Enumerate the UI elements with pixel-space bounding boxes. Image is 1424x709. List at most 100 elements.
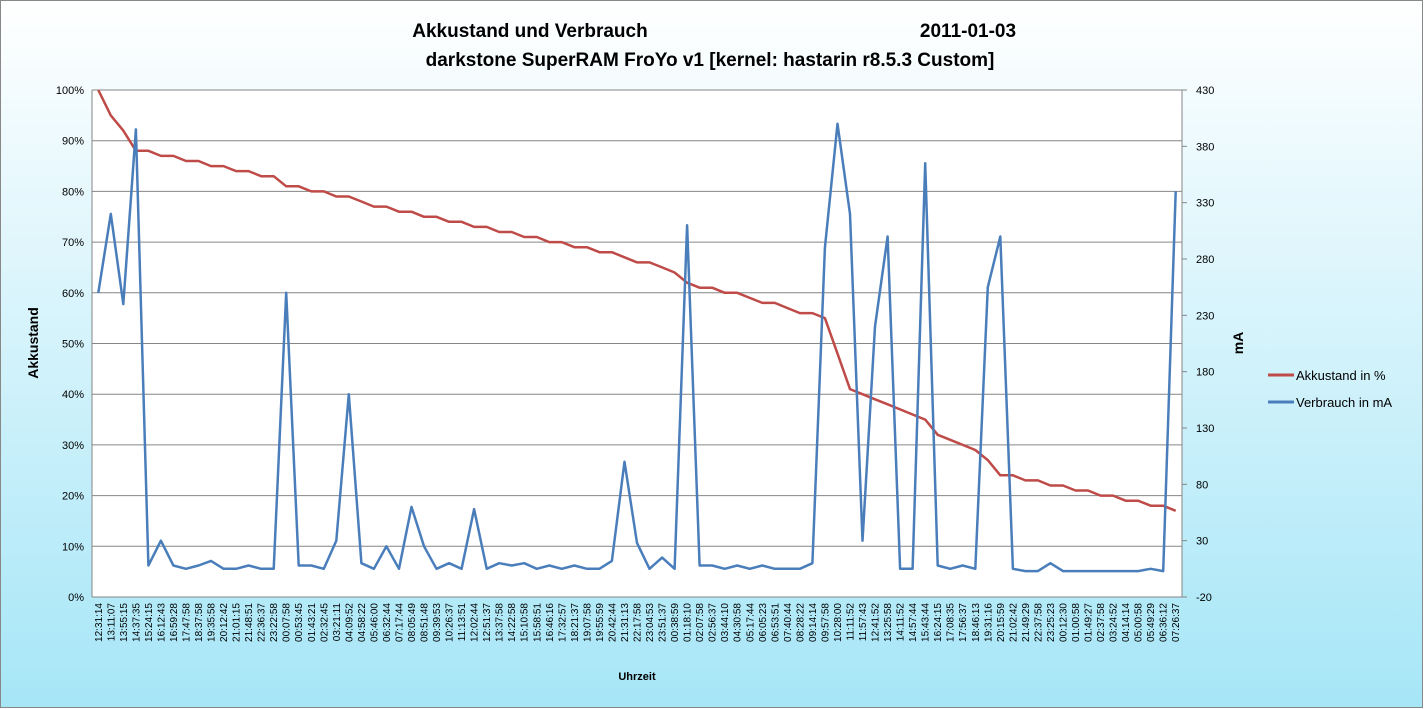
line-series <box>97 89 1177 512</box>
x-tick-label: 06:53:51 <box>770 603 781 642</box>
x-tick-label: 20:12:42 <box>219 603 230 642</box>
x-tick-label: 06:36:12 <box>1159 603 1170 642</box>
x-tick-label: 03:21:11 <box>332 603 343 642</box>
x-tick-label: 02:56:37 <box>708 603 719 642</box>
y-tick-label: 40% <box>62 389 84 401</box>
x-tick-label: 15:58:51 <box>532 603 543 642</box>
y2-tick-label: 430 <box>1196 85 1214 97</box>
x-tick-label: 09:14:14 <box>808 603 819 642</box>
x-tick-label: 17:08:35 <box>946 603 957 642</box>
x-tick-label: 05:46:00 <box>369 603 380 642</box>
x-tick-label: 13:37:58 <box>495 603 506 642</box>
x-tick-label: 12:41:52 <box>871 603 882 642</box>
y2-tick-label: 30 <box>1196 536 1208 548</box>
x-tick-label: 15:10:58 <box>520 603 531 642</box>
x-tick-label: 12:31:14 <box>94 603 105 642</box>
x-tick-label: 04:09:52 <box>344 603 355 642</box>
y2-tick-label: 330 <box>1196 198 1214 210</box>
x-tick-label: 22:37:58 <box>1033 603 1044 642</box>
chart-date: 2011-01-03 <box>920 21 1016 42</box>
x-axis-title: Uhrzeit <box>618 671 656 683</box>
y-tick-label: 50% <box>62 339 84 351</box>
x-tick-label: 22:17:58 <box>633 603 644 642</box>
x-tick-label: 13:25:58 <box>883 603 894 642</box>
x-tick-label: 14:11:52 <box>896 603 907 642</box>
x-tick-label: 08:51:48 <box>420 603 431 642</box>
y2-tick-label: -20 <box>1196 592 1212 604</box>
x-tick-label: 18:37:58 <box>194 603 205 642</box>
x-tick-label: 21:31:13 <box>620 603 631 642</box>
chart-title: Akkustand und Verbrauch <box>412 21 647 42</box>
x-tick-label: 08:05:49 <box>407 603 418 642</box>
x-tick-label: 20:15:59 <box>996 603 1007 642</box>
x-tick-label: 02:37:58 <box>1096 603 1107 642</box>
x-tick-label: 08:28:22 <box>795 603 806 642</box>
y2-tick-label: 230 <box>1196 310 1214 322</box>
x-tick-label: 03:44:10 <box>720 603 731 642</box>
x-tick-label: 01:49:27 <box>1084 603 1095 642</box>
x-tick-label: 01:18:10 <box>683 603 694 642</box>
line-series <box>97 122 1177 573</box>
x-tick-label: 01:00:58 <box>1071 603 1082 642</box>
x-tick-label: 04:14:14 <box>1121 603 1132 642</box>
x-tick-label: 11:57:43 <box>858 603 869 642</box>
y-tick-label: 30% <box>62 440 84 452</box>
x-tick-label: 22:36:37 <box>257 603 268 642</box>
x-tick-label: 02:07:58 <box>695 603 706 642</box>
x-tick-label: 14:57:44 <box>908 603 919 642</box>
x-tick-label: 23:25:23 <box>1046 603 1057 642</box>
x-tick-label: 10:28:00 <box>833 603 844 642</box>
y2-tick-label: 80 <box>1196 479 1208 491</box>
x-tick-label: 06:05:23 <box>758 603 769 642</box>
x-tick-label: 01:43:21 <box>307 603 318 642</box>
x-tick-label: 11:11:52 <box>845 603 856 641</box>
x-tick-label: 05:00:58 <box>1134 603 1145 642</box>
x-tick-label: 04:58:22 <box>357 603 368 642</box>
x-tick-label: 19:55:59 <box>595 603 606 642</box>
y-tick-label: 70% <box>62 237 84 249</box>
x-tick-label: 09:57:58 <box>820 603 831 642</box>
x-tick-label: 18:21:37 <box>570 603 581 642</box>
y-tick-label: 60% <box>62 288 84 300</box>
y-tick-label: 10% <box>62 541 84 553</box>
x-tick-label: 17:56:37 <box>958 603 969 642</box>
x-tick-label: 05:49:29 <box>1146 603 1157 642</box>
y-tick-label: 80% <box>62 186 84 198</box>
x-tick-label: 17:47:58 <box>181 603 192 642</box>
y-tick-label: 0% <box>68 592 84 604</box>
x-tick-label: 16:12:43 <box>156 603 167 642</box>
y-tick-label: 90% <box>62 136 84 148</box>
y2-tick-label: 180 <box>1196 367 1214 379</box>
x-tick-label: 05:17:44 <box>745 603 756 642</box>
x-tick-label: 14:22:58 <box>507 603 518 642</box>
x-tick-label: 19:07:58 <box>582 603 593 642</box>
x-tick-label: 07:40:44 <box>783 603 794 642</box>
x-tick-label: 21:48:51 <box>244 603 255 642</box>
x-tick-label: 23:22:58 <box>269 603 280 642</box>
y-tick-label: 20% <box>62 491 84 503</box>
x-tick-label: 16:24:15 <box>933 603 944 642</box>
x-tick-label: 06:32:44 <box>382 603 393 642</box>
x-tick-label: 09:39:53 <box>432 603 443 642</box>
x-tick-label: 20:42:44 <box>607 603 618 642</box>
x-tick-label: 18:46:13 <box>971 603 982 642</box>
x-tick-label: 12:51:37 <box>482 603 493 642</box>
y-tick-label: 100% <box>56 85 84 97</box>
chart-subtitle: darkstone SuperRAM FroYo v1 [kernel: has… <box>426 50 995 71</box>
x-tick-label: 00:12:30 <box>1058 603 1069 642</box>
x-tick-label: 00:38:59 <box>670 603 681 642</box>
legend-label: Akkustand in % <box>1296 368 1386 383</box>
y2-tick-label: 380 <box>1196 141 1214 153</box>
x-tick-label: 15:24:15 <box>144 603 155 642</box>
x-tick-label: 21:49:29 <box>1021 603 1032 642</box>
x-tick-label: 10:26:37 <box>445 603 456 642</box>
x-tick-label: 21:02:42 <box>1008 603 1019 642</box>
x-tick-label: 11:13:51 <box>457 603 468 642</box>
x-tick-label: 23:04:53 <box>645 603 656 642</box>
x-tick-label: 17:32:57 <box>557 603 568 642</box>
y2-axis-title: mA <box>1230 332 1246 355</box>
x-tick-label: 19:31:16 <box>983 603 994 642</box>
x-tick-label: 14:37:35 <box>131 603 142 642</box>
x-tick-label: 07:26:37 <box>1171 603 1182 642</box>
